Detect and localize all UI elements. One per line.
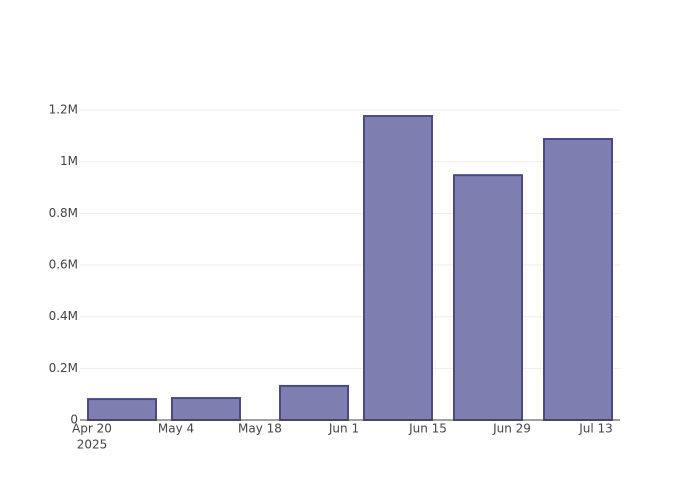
- y-tick-label: 0: [70, 413, 78, 427]
- y-tick-label: 0.4M: [49, 309, 78, 323]
- x-tick-label: Jun 29: [492, 422, 531, 436]
- bar: [453, 174, 523, 421]
- bar: [279, 384, 349, 421]
- x-tick-label: 2025: [77, 438, 108, 452]
- y-tick-label: 1M: [60, 154, 78, 168]
- x-tick-label: Jun 15: [408, 422, 447, 436]
- bar: [87, 398, 157, 421]
- bar: [543, 137, 613, 421]
- x-tick-label: Jul 13: [578, 422, 613, 436]
- bar: [363, 115, 433, 422]
- y-tick-label: 0.8M: [49, 206, 78, 220]
- x-tick-label: May 18: [238, 422, 282, 436]
- y-tick-label: 1.2M: [49, 103, 78, 117]
- x-tick-label: Jun 1: [328, 422, 359, 436]
- y-tick-label: 0.2M: [49, 361, 78, 375]
- y-tick-label: 0.6M: [49, 258, 78, 272]
- bar: [171, 397, 241, 422]
- x-tick-label: Apr 20: [72, 422, 112, 436]
- x-tick-label: May 4: [158, 422, 194, 436]
